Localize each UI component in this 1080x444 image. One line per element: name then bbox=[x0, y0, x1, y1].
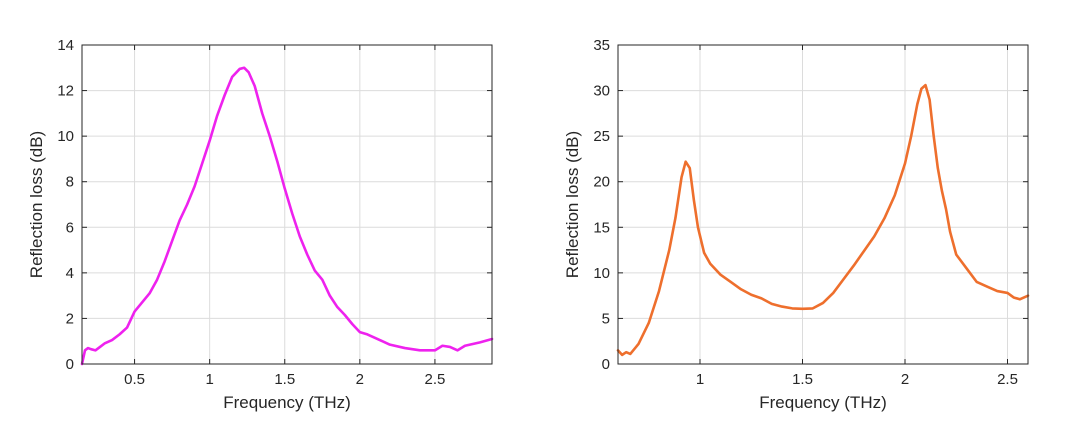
x-axis-title: Frequency (THz) bbox=[223, 393, 351, 412]
y-tick-label: 12 bbox=[57, 83, 74, 100]
x-axis-title: Frequency (THz) bbox=[759, 393, 887, 412]
y-axis-title: Reflection loss (dB) bbox=[563, 131, 582, 278]
y-tick-label: 0 bbox=[602, 356, 610, 373]
y-tick-label: 2 bbox=[66, 310, 74, 327]
y-tick-label: 14 bbox=[57, 37, 74, 54]
y-tick-label: 30 bbox=[593, 83, 610, 100]
chart-left: 0.5 1 1.5 2 2.5 0 2 4 6 8 10 12 14 Frequency (THz) Ref… bbox=[27, 37, 494, 412]
x-tick-label: 1.5 bbox=[274, 371, 295, 388]
x-tick-label: 1 bbox=[205, 371, 213, 388]
series-line bbox=[80, 66, 494, 366]
x-tick-label: 1.5 bbox=[792, 371, 813, 388]
y-tick-label: 10 bbox=[593, 265, 610, 282]
x-tick-label: 2 bbox=[356, 371, 364, 388]
y-tick-label: 0 bbox=[66, 356, 74, 373]
x-tick-label: 2.5 bbox=[997, 371, 1018, 388]
y-axis-title: Reflection loss (dB) bbox=[27, 131, 46, 278]
x-tick-label: 2 bbox=[901, 371, 909, 388]
y-tick-label: 8 bbox=[66, 174, 74, 191]
y-tick-label: 5 bbox=[602, 310, 610, 327]
chart-right: 1 1.5 2 2.5 0 5 10 15 20 25 30 35 Frequency (THz) Ref… bbox=[563, 37, 1030, 412]
x-tick-label: 1 bbox=[696, 371, 704, 388]
y-tick-label: 4 bbox=[66, 265, 74, 282]
x-tick-label: 0.5 bbox=[124, 371, 145, 388]
plot-frame bbox=[81, 44, 493, 365]
x-tick-label: 2.5 bbox=[425, 371, 446, 388]
y-tick-label: 25 bbox=[593, 128, 610, 145]
y-tick-label: 15 bbox=[593, 219, 610, 236]
series-line bbox=[616, 83, 1030, 357]
y-tick-label: 10 bbox=[57, 128, 74, 145]
y-tick-label: 35 bbox=[593, 37, 610, 54]
plot-frame bbox=[617, 44, 1029, 365]
y-tick-label: 20 bbox=[593, 174, 610, 191]
y-tick-label: 6 bbox=[66, 219, 74, 236]
